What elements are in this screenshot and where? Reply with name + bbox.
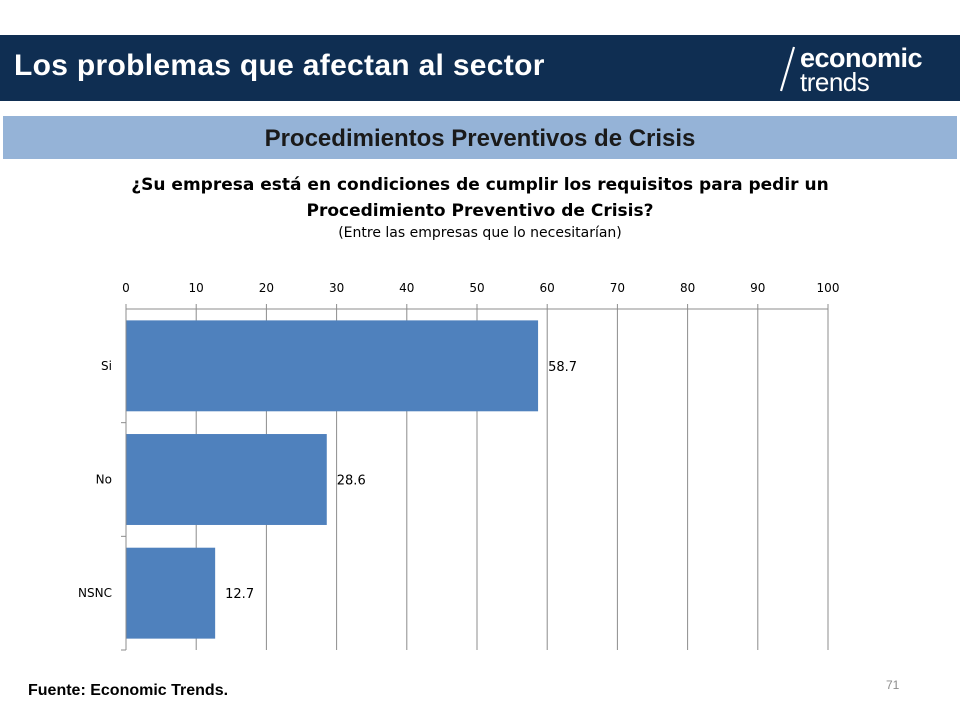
x-tick-label: 20	[259, 281, 274, 295]
value-label: 12.7	[225, 587, 254, 602]
axes	[121, 304, 829, 651]
question-line-2: Procedimiento Preventivo de Crisis?	[306, 201, 654, 221]
section-band: Procedimientos Preventivos de Crisis	[3, 116, 957, 159]
economic-trends-logo: economic trends	[776, 43, 946, 97]
logo-text-trends: trends	[800, 67, 870, 97]
x-tick-label: 50	[469, 281, 484, 295]
x-tick-label: 10	[189, 281, 204, 295]
question-subtitle: (Entre las empresas que lo necesitarían)	[338, 225, 622, 241]
value-label: 58.7	[548, 360, 577, 375]
page-title: Los problemas que afectan al sector	[14, 49, 545, 82]
chart-question: ¿Su empresa está en condiciones de cumpl…	[60, 172, 900, 242]
page-number: 71	[886, 678, 900, 692]
section-title: Procedimientos Preventivos de Crisis	[264, 125, 696, 152]
x-tick-label: 30	[329, 281, 344, 295]
category-label: No	[96, 473, 112, 487]
x-tick-label: 80	[680, 281, 695, 295]
question-line-1: ¿Su empresa está en condiciones de cumpl…	[131, 175, 829, 195]
labels: 0 10 20 30 40 50 60 70 80 90 100 Si 58.7 No 28.6 NSNC 12…	[78, 281, 839, 602]
x-tick-label: 90	[750, 281, 765, 295]
logo-slash-icon	[779, 46, 796, 92]
value-label: 28.6	[337, 474, 366, 489]
x-tick-label: 40	[399, 281, 414, 295]
bar-si	[126, 320, 539, 412]
source-note: Fuente: Economic Trends.	[28, 682, 229, 699]
x-tick-label: 60	[540, 281, 555, 295]
header-bar: Los problemas que afectan al sector econ…	[0, 35, 960, 101]
x-tick-label: 70	[610, 281, 625, 295]
x-tick-label: 0	[122, 281, 130, 295]
logo-text-economic: economic	[800, 43, 923, 73]
bars	[126, 320, 539, 639]
bar-no	[126, 434, 327, 525]
category-label: NSNC	[78, 586, 112, 600]
x-tick-label: 100	[817, 281, 840, 295]
category-label: Si	[101, 359, 112, 373]
bar-nsnc	[126, 547, 216, 639]
